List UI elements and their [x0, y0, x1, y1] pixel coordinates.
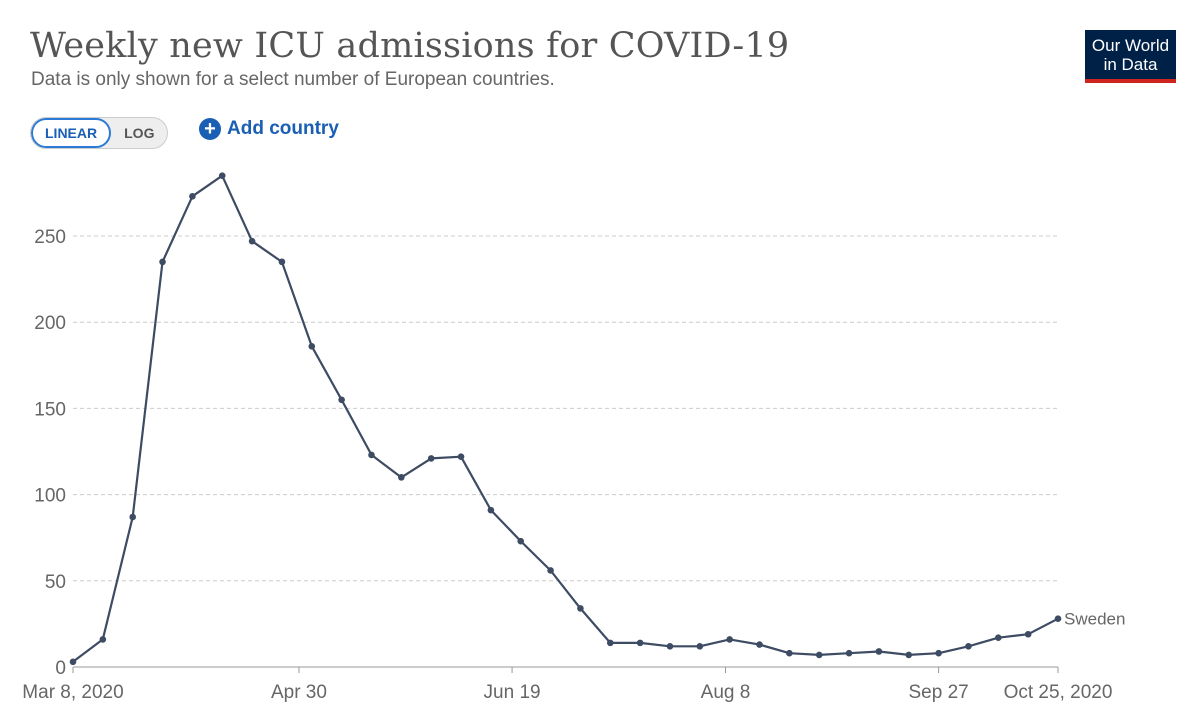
data-point	[398, 474, 405, 481]
data-point	[845, 649, 853, 657]
data-point	[815, 651, 823, 659]
x-tick-label: Aug 8	[701, 682, 751, 703]
add-country-button[interactable]: + Add country	[199, 118, 339, 140]
log-scale-button[interactable]: LOG	[124, 125, 155, 141]
data-point	[338, 396, 345, 404]
data-point	[69, 658, 77, 666]
data-point	[726, 636, 733, 643]
series: Sweden	[69, 172, 1125, 666]
data-point	[248, 237, 256, 245]
data-point	[636, 639, 644, 647]
x-tick-label: Mar 8, 2020	[22, 682, 123, 703]
data-point	[786, 649, 793, 657]
add-country-label: Add country	[227, 118, 339, 139]
y-tick-label: 150	[34, 399, 66, 420]
data-point	[517, 537, 525, 545]
y-tick-label: 250	[34, 227, 66, 248]
x-tick-label: Sep 27	[908, 682, 968, 703]
data-point	[875, 648, 883, 655]
logo-line-1: Our World	[1091, 36, 1170, 55]
series-line-sweden	[72, 174, 1059, 663]
data-point	[577, 605, 584, 612]
data-point	[1024, 630, 1032, 638]
data-point	[159, 258, 166, 266]
data-point	[965, 643, 972, 650]
y-tick-label: 50	[45, 572, 66, 593]
y-tick-label: 0	[55, 658, 66, 679]
data-point	[308, 343, 316, 350]
chart-subtitle: Data is only shown for a select number o…	[31, 69, 555, 90]
data-point	[666, 643, 674, 650]
y-tick-label: 200	[34, 313, 66, 334]
data-point	[457, 453, 465, 460]
data-point	[547, 567, 554, 574]
linear-scale-button[interactable]: LINEAR	[31, 118, 112, 148]
data-point	[218, 172, 226, 179]
data-point	[99, 636, 107, 643]
data-point	[278, 258, 286, 266]
data-point	[487, 506, 495, 514]
chart-title: Weekly new ICU admissions for COVID-19	[30, 26, 790, 66]
x-tick-label: Apr 30	[271, 682, 327, 703]
scale-toggle: LINEAR LOG	[30, 117, 169, 149]
logo-line-2: in Data	[1103, 55, 1158, 74]
data-point	[1054, 615, 1062, 623]
data-point	[905, 651, 913, 659]
data-point	[756, 641, 763, 648]
data-point	[606, 639, 614, 647]
grid-lines	[73, 235, 1058, 582]
data-point	[368, 451, 375, 459]
y-axis: 0 50 100 150 200 250	[34, 227, 66, 679]
data-point	[995, 634, 1002, 641]
data-point	[935, 649, 942, 657]
y-tick-label: 100	[34, 486, 66, 507]
x-tick-label: Jun 19	[484, 682, 541, 703]
owid-logo[interactable]: Our World in Data	[1085, 30, 1176, 83]
data-point	[189, 193, 196, 200]
plus-circle-icon: +	[199, 118, 221, 140]
data-point	[427, 455, 435, 462]
data-point	[696, 643, 704, 650]
x-axis: Mar 8, 2020 Apr 30 Jun 19 Aug 8 Sep 27 Oct 25…	[22, 666, 1113, 703]
x-tick-label: Oct 25, 2020	[1004, 682, 1113, 703]
data-point	[129, 513, 136, 521]
series-label: Sweden	[1064, 610, 1125, 629]
